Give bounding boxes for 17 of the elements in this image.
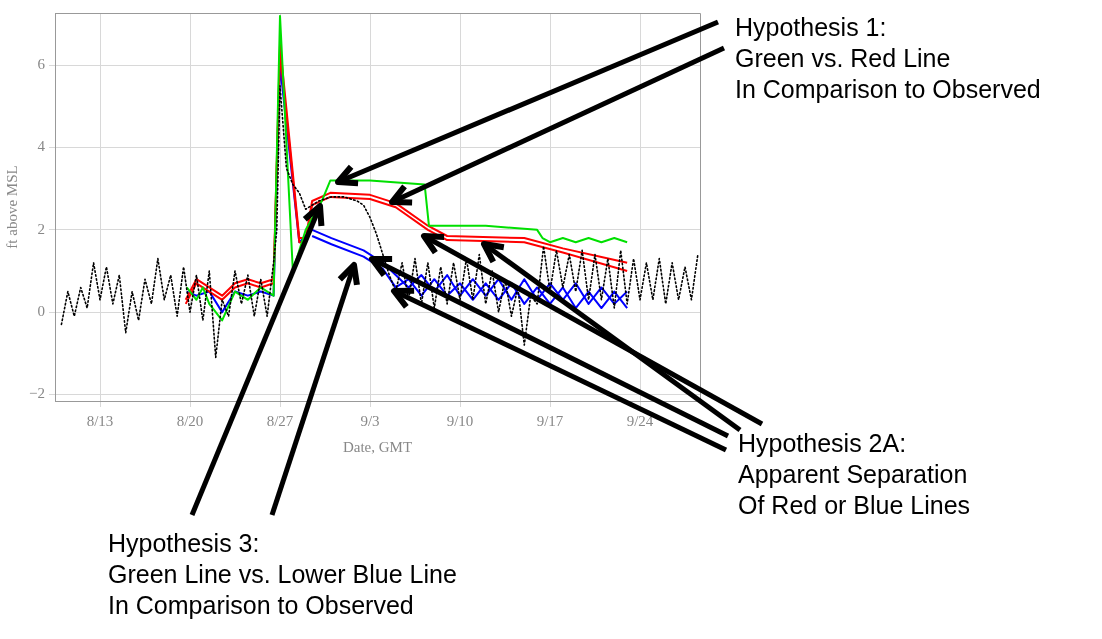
text: Hypothesis 1: Green vs. Red Line In Comparison to Observed <box>735 12 1041 105</box>
x-tick-label: 8/27 <box>266 412 294 429</box>
x-tick-label: 9/3 <box>360 412 380 429</box>
y-tick-label: 0 <box>37 303 45 320</box>
text: Hypothesis 3: Green Line vs. Lower Blue Line In Comparison to Observed <box>108 528 457 621</box>
x-tick-label: 9/24 <box>626 412 654 429</box>
text: Hypothesis 2A: Apparent Separation Of Red or Blue Lines <box>738 428 971 521</box>
y-tick-label: −2 <box>29 385 45 402</box>
y-tick-label: 2 <box>37 220 45 237</box>
y-tick-label: 6 <box>37 56 46 73</box>
x-tick-label: 8/13 <box>86 412 114 429</box>
x-tick-label: 8/20 <box>176 412 204 429</box>
y-axis-title: ft above MSL <box>3 165 20 249</box>
y-tick-label: 4 <box>37 138 46 155</box>
x-tick-label: 9/17 <box>536 412 564 429</box>
x-tick-label: 9/10 <box>446 412 474 429</box>
x-axis-title: Date, GMT <box>342 438 413 455</box>
